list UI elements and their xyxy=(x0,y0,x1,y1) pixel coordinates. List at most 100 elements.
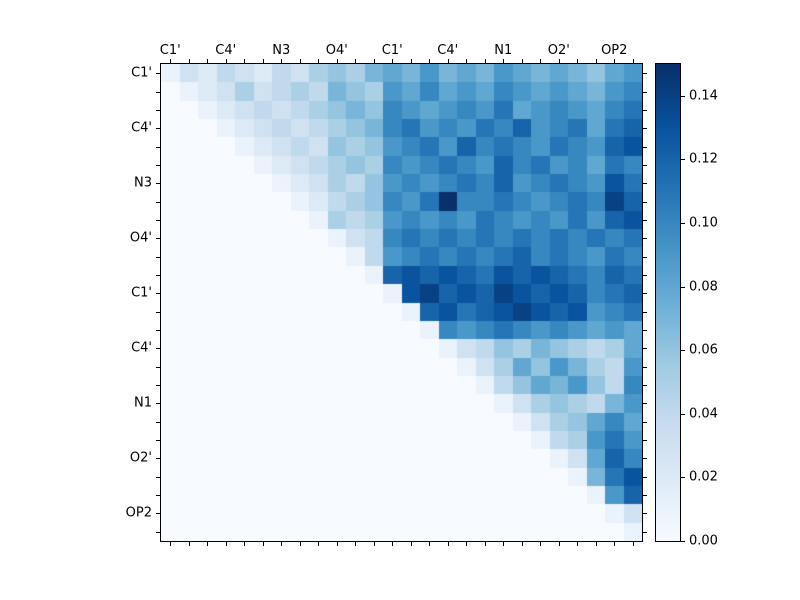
colorbar-tick xyxy=(681,477,685,479)
x-axis-tick-bottom xyxy=(429,542,431,546)
x-axis-tick-bottom xyxy=(466,542,468,546)
x-axis-tick-top xyxy=(373,59,375,63)
x-axis-tick-bottom xyxy=(170,542,172,546)
colorbar-tick-label: 0.06 xyxy=(689,342,718,358)
x-axis-tick-top xyxy=(484,59,486,63)
y-axis-tick-left xyxy=(156,73,160,75)
y-axis-tick-right xyxy=(643,458,647,460)
x-tick-label: N3 xyxy=(272,43,291,58)
y-axis-tick-right xyxy=(643,531,647,533)
x-axis-tick-bottom xyxy=(632,542,634,546)
y-tick-label: C4' xyxy=(131,340,152,356)
x-axis-tick-top xyxy=(447,59,449,63)
x-axis-tick-top xyxy=(632,59,634,63)
y-axis-tick-right xyxy=(643,403,647,405)
y-tick-label: C1' xyxy=(131,65,152,81)
y-axis-tick-left xyxy=(156,495,160,497)
x-tick-label: N1 xyxy=(494,43,513,58)
y-axis-tick-left xyxy=(156,201,160,203)
colorbar-tick-label: 0.00 xyxy=(689,533,718,549)
x-axis-tick-bottom xyxy=(244,542,246,546)
x-axis-tick-top xyxy=(558,59,560,63)
x-axis-tick-top xyxy=(207,59,209,63)
y-axis-tick-right xyxy=(643,495,647,497)
colorbar-tick xyxy=(681,95,685,97)
colorbar-tick-label: 0.08 xyxy=(689,279,718,295)
x-tick-label: C4' xyxy=(437,43,459,58)
y-axis-tick-right xyxy=(643,238,647,240)
x-tick-label: OP2 xyxy=(601,43,628,58)
y-axis-tick-right xyxy=(643,421,647,423)
x-axis-tick-top xyxy=(392,59,394,63)
y-axis-tick-right xyxy=(643,73,647,75)
y-axis-tick-right xyxy=(643,219,647,221)
y-tick-label: OP2 xyxy=(125,505,152,521)
y-axis-tick-right xyxy=(643,293,647,295)
x-tick-label: C1' xyxy=(381,43,403,58)
x-axis-tick-bottom xyxy=(447,542,449,546)
y-axis-tick-right xyxy=(643,256,647,258)
y-tick-label: C4' xyxy=(131,120,152,136)
y-axis-tick-left xyxy=(156,531,160,533)
y-axis-tick-right xyxy=(643,311,647,313)
x-axis-tick-top xyxy=(595,59,597,63)
x-axis-tick-bottom xyxy=(540,542,542,546)
y-axis-tick-left xyxy=(156,274,160,276)
y-axis-tick-left xyxy=(156,256,160,258)
colorbar-tick-label: 0.10 xyxy=(689,215,718,231)
x-axis-tick-bottom xyxy=(614,542,616,546)
colorbar-tick xyxy=(681,350,685,352)
y-tick-label: N3 xyxy=(134,175,152,191)
y-tick-label: O4' xyxy=(129,230,152,246)
x-axis-tick-top xyxy=(503,59,505,63)
heatmap-canvas xyxy=(161,64,642,541)
colorbar-tick-label: 0.04 xyxy=(689,406,718,422)
x-axis-tick-top xyxy=(521,59,523,63)
x-axis-tick-top xyxy=(281,59,283,63)
x-axis-tick-bottom xyxy=(281,542,283,546)
x-axis-tick-bottom xyxy=(558,542,560,546)
y-tick-label: N1 xyxy=(134,395,152,411)
y-tick-label: O2' xyxy=(129,450,152,466)
x-axis-tick-top xyxy=(466,59,468,63)
x-axis-tick-bottom xyxy=(392,542,394,546)
y-axis-tick-left xyxy=(156,403,160,405)
x-axis-tick-bottom xyxy=(299,542,301,546)
y-axis-tick-left xyxy=(156,293,160,295)
y-axis-tick-right xyxy=(643,164,647,166)
x-axis-tick-top xyxy=(614,59,616,63)
colorbar-tick-label: 0.02 xyxy=(689,469,718,485)
x-axis-tick-bottom xyxy=(521,542,523,546)
colorbar-canvas xyxy=(656,64,680,541)
y-axis-tick-left xyxy=(156,421,160,423)
y-axis-tick-left xyxy=(156,476,160,478)
y-axis-tick-right xyxy=(643,109,647,111)
x-axis-tick-top xyxy=(429,59,431,63)
y-axis-tick-left xyxy=(156,366,160,368)
x-axis-tick-top xyxy=(225,59,227,63)
x-axis-tick-bottom xyxy=(355,542,357,546)
y-axis-tick-right xyxy=(643,128,647,130)
y-axis-tick-left xyxy=(156,513,160,515)
colorbar-frame xyxy=(655,63,681,542)
y-axis-tick-left xyxy=(156,458,160,460)
y-axis-tick-right xyxy=(643,183,647,185)
x-axis-tick-top xyxy=(170,59,172,63)
x-axis-tick-bottom xyxy=(225,542,227,546)
y-axis-tick-right xyxy=(643,476,647,478)
y-axis-tick-right xyxy=(643,348,647,350)
colorbar-tick xyxy=(681,159,685,161)
x-axis-tick-top xyxy=(577,59,579,63)
x-axis-tick-top xyxy=(336,59,338,63)
y-axis-tick-left xyxy=(156,385,160,387)
x-tick-label: C4' xyxy=(215,43,237,58)
x-axis-tick-bottom xyxy=(484,542,486,546)
y-axis-tick-right xyxy=(643,440,647,442)
y-axis-tick-right xyxy=(643,146,647,148)
colorbar-tick-label: 0.12 xyxy=(689,151,718,167)
y-axis-tick-left xyxy=(156,109,160,111)
y-axis-tick-left xyxy=(156,128,160,130)
colorbar-tick-label: 0.14 xyxy=(689,88,718,104)
y-axis-tick-left xyxy=(156,146,160,148)
